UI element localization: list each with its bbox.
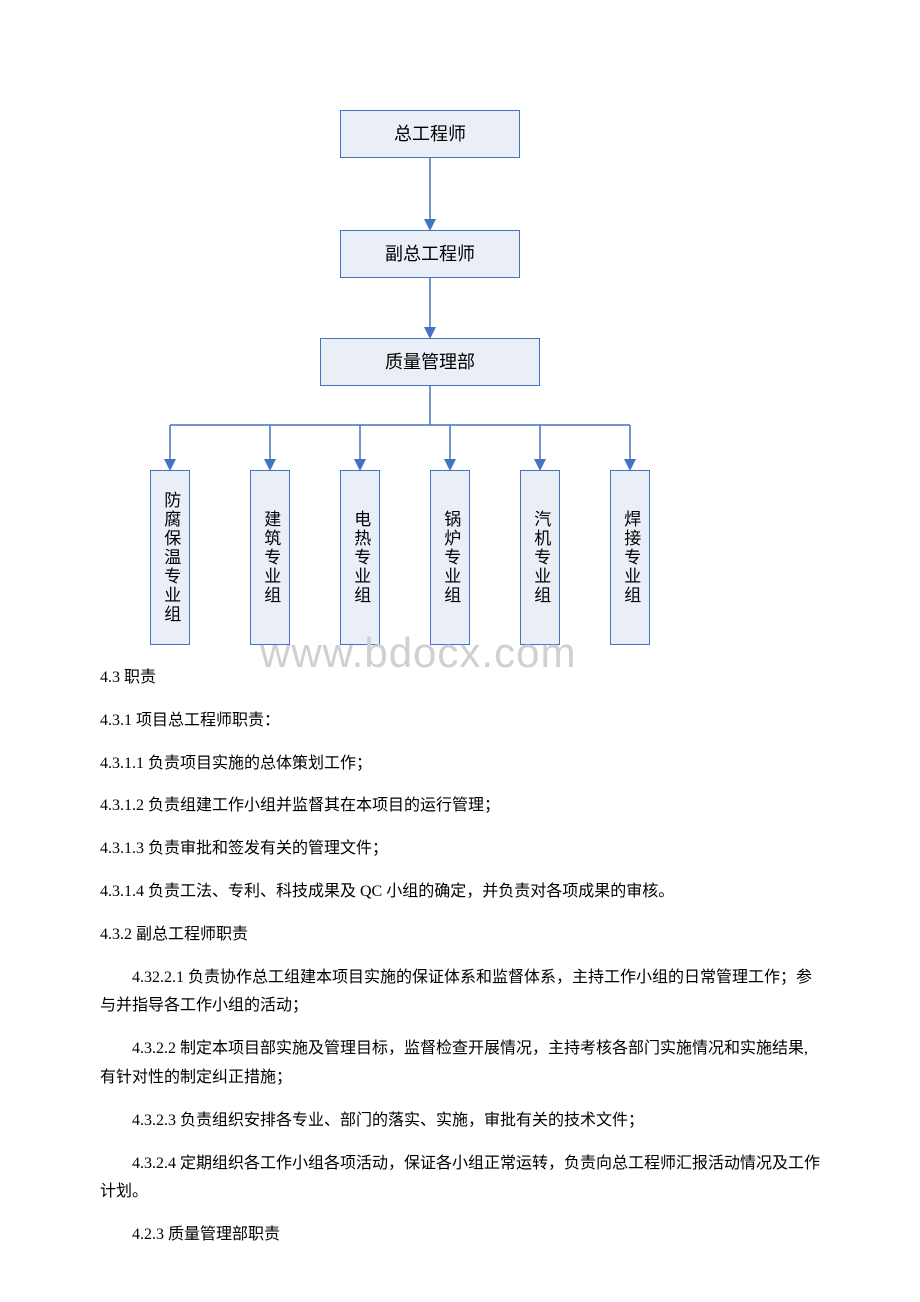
para-4-3-2-3: 4.3.2.3 负责组织安排各专业、部门的落实、实施，审批有关的技术文件； <box>100 1107 820 1136</box>
leaf-anticorrosion-group: 防腐保温专业组 <box>150 470 190 645</box>
para-4-3-1-1: 4.3.1.1 负责项目实施的总体策划工作； <box>100 750 820 779</box>
para-4-3-1-2: 4.3.1.2 负责组建工作小组并监督其在本项目的运行管理； <box>100 792 820 821</box>
leaf-turbine-group: 汽机专业组 <box>520 470 560 645</box>
node-chief-engineer: 总工程师 <box>340 110 520 158</box>
para-4-3-1-3: 4.3.1.3 负责审批和签发有关的管理文件； <box>100 835 820 864</box>
para-4-3-1-4: 4.3.1.4 负责工法、专利、科技成果及 QC 小组的确定，并负责对各项成果的… <box>100 878 820 907</box>
node-quality-management-dept: 质量管理部 <box>320 338 540 386</box>
leaf-construction-group: 建筑专业组 <box>250 470 290 645</box>
heading-4-3-2: 4.3.2 副总工程师职责 <box>100 921 820 950</box>
org-chart: 总工程师 副总工程师 质量管理部 防腐保温专业组 建筑专业组 电热专业组 锅炉专… <box>120 110 800 650</box>
para-4-3-2-4: 4.3.2.4 定期组织各工作小组各项活动，保证各小组正常运转，负责向总工程师汇… <box>100 1150 820 1208</box>
node-deputy-chief-engineer: 副总工程师 <box>340 230 520 278</box>
heading-4-3-1: 4.3.1 项目总工程师职责： <box>100 707 820 736</box>
leaf-boiler-group: 锅炉专业组 <box>430 470 470 645</box>
document-body: 4.3 职责 4.3.1 项目总工程师职责： 4.3.1.1 负责项目实施的总体… <box>80 664 840 1250</box>
heading-4-2-3: 4.2.3 质量管理部职责 <box>100 1221 820 1250</box>
leaf-welding-group: 焊接专业组 <box>610 470 650 645</box>
para-4-3-2-2: 4.3.2.2 制定本项目部实施及管理目标，监督检查开展情况，主持考核各部门实施… <box>100 1035 820 1093</box>
leaf-electrothermal-group: 电热专业组 <box>340 470 380 645</box>
heading-4-3: 4.3 职责 <box>100 664 820 693</box>
para-4-32-2-1: 4.32.2.1 负责协作总工组建本项目实施的保证体系和监督体系，主持工作小组的… <box>100 964 820 1022</box>
